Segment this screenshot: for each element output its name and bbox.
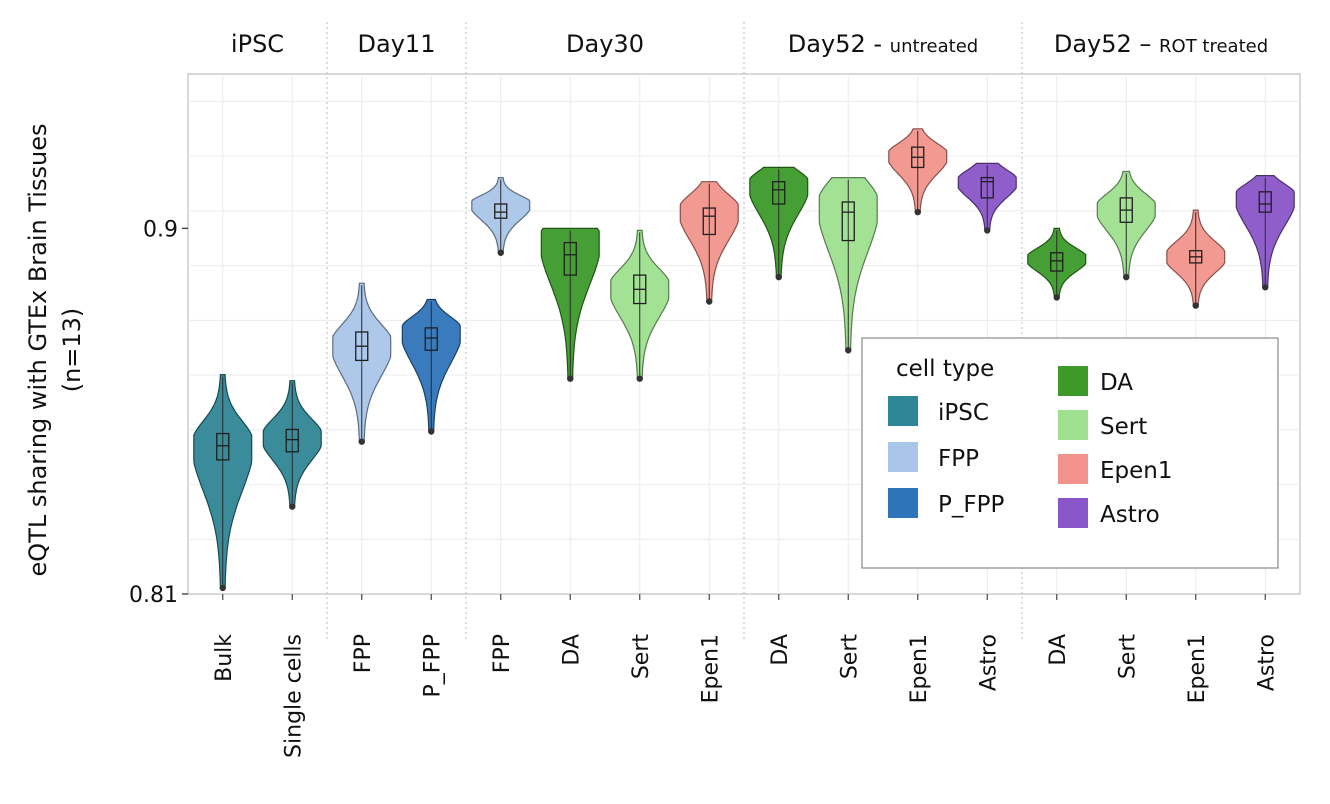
legend-label: Sert — [1100, 414, 1147, 440]
group-header-main: Day11 — [358, 30, 436, 58]
violin-outlier — [1123, 273, 1130, 281]
legend-label: iPSC — [938, 400, 989, 426]
violin-box — [494, 203, 508, 219]
legend-label: FPP — [938, 446, 979, 472]
violin-outlier — [706, 298, 713, 305]
axes: 0.9 0.81 — [129, 217, 188, 608]
legend-swatch — [1058, 366, 1088, 396]
violin-da — [540, 227, 600, 382]
group-header-sub: ROT treated — [1159, 36, 1268, 57]
group-header-main: iPSC — [231, 30, 284, 58]
violin-outlier — [845, 347, 852, 354]
y-tick-label: 0.9 — [143, 217, 178, 242]
x-category-label: Single cells — [281, 634, 306, 758]
violin-outlier — [984, 227, 991, 234]
violin-outlier — [358, 438, 365, 445]
x-category-label: P_FPP — [420, 634, 445, 697]
violin-box — [1258, 191, 1272, 213]
x-category-label: Astro — [976, 634, 1001, 691]
legend-swatch — [888, 442, 918, 472]
legend-swatch — [1058, 454, 1088, 484]
x-category-label: Epen1 — [698, 634, 723, 703]
x-category-label: FPP — [490, 634, 515, 673]
violin-outlier — [428, 428, 435, 435]
x-category-label: Sert — [1115, 634, 1140, 680]
group-header: iPSC — [231, 30, 284, 58]
violin-box — [216, 432, 230, 461]
violin-box — [980, 176, 994, 199]
x-category-label: DA — [1046, 634, 1071, 666]
violin-outlier — [219, 584, 226, 592]
violin-ipsc — [262, 380, 322, 510]
x-category-label: Bulk — [212, 634, 237, 682]
x-category-label: Epen1 — [907, 634, 932, 703]
violin-astro — [1235, 175, 1295, 291]
violin-box — [841, 201, 855, 242]
violins — [193, 128, 1295, 592]
violin-box — [702, 207, 716, 236]
legend-swatch — [888, 396, 918, 426]
violin-da — [1027, 227, 1087, 301]
violin-outlier — [1192, 302, 1199, 309]
violin-outlier — [1262, 284, 1269, 291]
x-category-label: DA — [559, 634, 584, 666]
violin-sert — [610, 229, 670, 382]
violin-astro — [957, 162, 1017, 234]
group-header: Day30 — [566, 30, 644, 58]
violin-box — [285, 428, 299, 453]
group-headers: iPSC Day11 Day30 Day52 - untreated Day52 – R… — [231, 30, 1268, 58]
group-header-sub: untreated — [890, 36, 979, 57]
x-category-label: Epen1 — [1185, 634, 1210, 703]
violin-ipsc — [193, 374, 253, 592]
legend-swatch — [1058, 410, 1088, 440]
violin-outlier — [1053, 294, 1060, 301]
group-header: Day11 — [358, 30, 436, 58]
group-header-main: Day52 - — [788, 30, 890, 58]
legend-label: DA — [1100, 370, 1133, 396]
violin-outlier — [497, 249, 504, 256]
group-header: Day52 - untreated — [788, 30, 978, 58]
legend-swatch — [888, 488, 918, 518]
x-category-label: DA — [768, 634, 793, 666]
violin-sert — [818, 177, 878, 354]
violin-outlier — [775, 273, 782, 281]
violin-epen1 — [679, 181, 739, 305]
y-axis-label-n: (n=13) — [58, 308, 86, 393]
group-header-main: Day30 — [566, 30, 644, 58]
violin-outlier — [636, 375, 643, 382]
violin-p-fpp — [401, 298, 461, 435]
violin-fpp — [332, 282, 392, 445]
y-tick-label: 0.81 — [129, 583, 178, 608]
violin-outlier — [914, 208, 921, 216]
violin-epen1 — [1166, 209, 1226, 309]
violin-outlier — [289, 503, 296, 510]
legend-label: Epen1 — [1100, 458, 1173, 484]
violin-box — [772, 181, 786, 205]
violin-box — [1050, 252, 1064, 272]
legend-swatch — [1058, 498, 1088, 528]
legend: cell type iPSC FPP P_FPP DA Sert Epen1 Astro — [861, 337, 1279, 569]
x-category-label: FPP — [351, 634, 376, 673]
violin-sert — [1096, 170, 1156, 281]
violin-epen1 — [888, 128, 948, 216]
violin-outlier — [567, 375, 574, 382]
violin-box — [563, 241, 577, 276]
x-category-label: Sert — [629, 634, 654, 680]
violin-fpp — [471, 177, 531, 256]
group-header: Day52 – ROT treated — [1054, 30, 1268, 58]
group-header-main: Day52 – — [1054, 30, 1159, 58]
y-axis-label: eQTL sharing with GTEx Brain Tissues — [24, 124, 52, 577]
legend-label: P_FPP — [938, 492, 1004, 518]
legend-label: Astro — [1100, 502, 1160, 528]
x-category-labels: Bulk Single cells FPP P_FPP FPP DA Sert Epen1 DA… — [212, 594, 1279, 758]
x-category-label: Sert — [837, 634, 862, 680]
violin-box — [424, 327, 438, 351]
x-category-label: Astro — [1254, 634, 1279, 691]
legend-title: cell type — [896, 356, 994, 382]
violin-da — [749, 166, 809, 281]
